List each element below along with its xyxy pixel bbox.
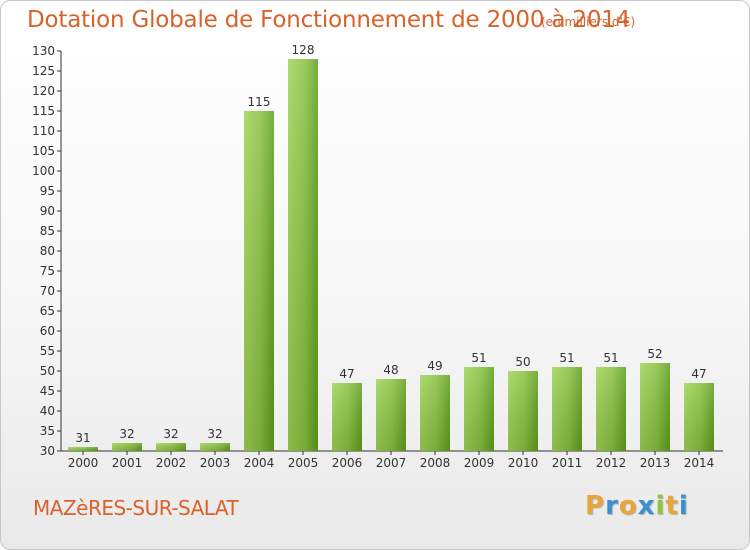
bar-shade	[376, 379, 406, 451]
y-tick-label: 30	[40, 444, 55, 458]
logo-letter: i	[678, 491, 689, 521]
bar-value-label: 51	[603, 351, 618, 365]
bar-value-label: 50	[515, 355, 530, 369]
x-tick-label: 2010	[508, 456, 539, 470]
bar-value-label: 32	[119, 427, 134, 441]
bar-shade	[244, 111, 274, 451]
x-tick-label: 2009	[464, 456, 495, 470]
x-tick-label: 2007	[376, 456, 407, 470]
bar-value-label: 32	[207, 427, 222, 441]
logo-letter: P	[585, 491, 606, 521]
bar-value-label: 52	[647, 347, 662, 361]
y-tick-label: 110	[32, 124, 55, 138]
bar-value-label: 128	[292, 43, 315, 57]
x-tick-label: 2000	[68, 456, 99, 470]
y-tick-label: 70	[40, 284, 55, 298]
bar-value-label: 31	[75, 431, 90, 445]
x-tick-label: 2005	[288, 456, 319, 470]
x-tick-label: 2002	[156, 456, 187, 470]
bar-value-label: 47	[691, 367, 706, 381]
x-tick-label: 2013	[640, 456, 671, 470]
y-tick-label: 55	[40, 344, 55, 358]
x-tick-label: 2014	[684, 456, 715, 470]
logo-letter: r	[605, 491, 619, 521]
logo-letter: x	[637, 491, 656, 521]
bar-value-label: 32	[163, 427, 178, 441]
x-tick-label: 2011	[552, 456, 583, 470]
y-tick-label: 105	[32, 144, 55, 158]
x-tick-label: 2001	[112, 456, 143, 470]
y-tick-label: 50	[40, 364, 55, 378]
bar-value-label: 115	[248, 95, 271, 109]
bar-shade	[200, 443, 230, 451]
bar-shade	[552, 367, 582, 451]
x-tick-label: 2008	[420, 456, 451, 470]
bar-shade	[508, 371, 538, 451]
x-tick-label: 2006	[332, 456, 363, 470]
bar-shade	[596, 367, 626, 451]
logo-letter: t	[665, 491, 679, 521]
bar-value-label: 51	[471, 351, 486, 365]
bar-shade	[640, 363, 670, 451]
bar-value-label: 49	[427, 359, 442, 373]
y-tick-label: 40	[40, 404, 55, 418]
bar-value-label: 47	[339, 367, 354, 381]
bar-value-label: 51	[559, 351, 574, 365]
bar-shade	[288, 59, 318, 451]
bar-shade	[420, 375, 450, 451]
x-tick-label: 2004	[244, 456, 275, 470]
x-tick-label: 2012	[596, 456, 627, 470]
y-tick-label: 60	[40, 324, 55, 338]
y-tick-label: 80	[40, 244, 55, 258]
y-tick-label: 115	[32, 104, 55, 118]
y-tick-label: 125	[32, 64, 55, 78]
y-tick-label: 90	[40, 204, 55, 218]
bar-value-label: 48	[383, 363, 398, 377]
bar-shade	[332, 383, 362, 451]
y-tick-label: 35	[40, 424, 55, 438]
y-tick-label: 65	[40, 304, 55, 318]
bar-shade	[684, 383, 714, 451]
logo-letter: o	[618, 491, 638, 521]
bar-shade	[156, 443, 186, 451]
chart-title: Dotation Globale de Fonctionnement de 20…	[27, 7, 631, 33]
y-tick-label: 120	[32, 84, 55, 98]
commune-name: MAZèRES-SUR-SALAT	[33, 496, 239, 520]
x-tick-label: 2003	[200, 456, 231, 470]
y-tick-label: 45	[40, 384, 55, 398]
proxiti-logo: Proxiti	[585, 491, 689, 521]
y-tick-label: 100	[32, 164, 55, 178]
y-tick-label: 75	[40, 264, 55, 278]
chart-subtitle: (en milliers d'€)	[541, 15, 636, 29]
y-tick-label: 85	[40, 224, 55, 238]
y-tick-label: 130	[32, 44, 55, 58]
logo-letter: i	[655, 491, 666, 521]
bar-shade	[464, 367, 494, 451]
bar-shade	[112, 443, 142, 451]
y-tick-label: 95	[40, 184, 55, 198]
bar-shade	[68, 447, 98, 451]
